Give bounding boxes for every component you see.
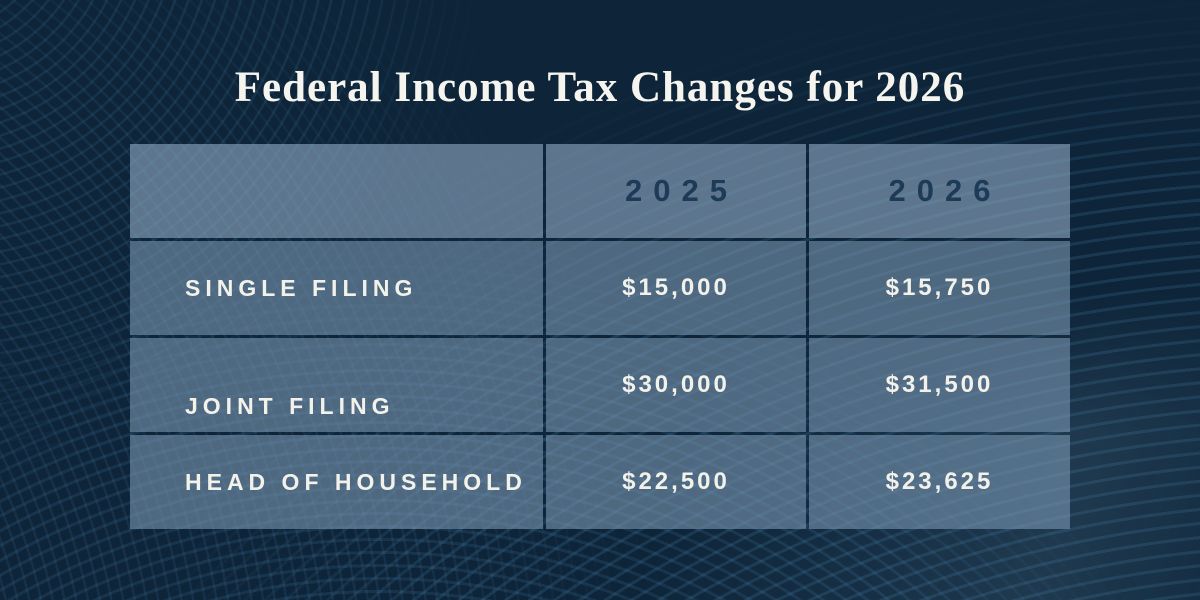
column-header-label: 2026: [888, 173, 1002, 208]
cell-joint-filing-2025: $30,000: [546, 338, 806, 432]
row-label-head-of-household: HEAD OF HOUSEHOLD: [130, 435, 543, 529]
cell-head-of-household-2026: $23,625: [809, 435, 1070, 529]
cell-value-text: $22,500: [622, 468, 730, 495]
cell-value-text: $15,000: [622, 274, 730, 301]
header-cell-empty: [130, 144, 543, 238]
cell-value-text: $31,500: [885, 371, 994, 398]
row-label-text: JOINT FILING: [185, 392, 395, 419]
cell-joint-filing-2026: $31,500: [809, 338, 1070, 432]
header-cell-2026: 2026: [809, 144, 1070, 238]
page-title: Federal Income Tax Changes for 2026: [234, 64, 966, 111]
column-header-label: 2025: [625, 173, 738, 208]
row-label-text: HEAD OF HOUSEHOLD: [185, 468, 527, 495]
cell-single-filing-2025: $15,000: [546, 241, 806, 335]
cell-head-of-household-2025: $22,500: [546, 435, 806, 529]
tax-comparison-table: 2025 2026 SINGLE FILING $15,000 $15,750 …: [130, 144, 1070, 529]
cell-value-text: $30,000: [622, 371, 730, 398]
cell-value-text: $15,750: [885, 274, 994, 301]
row-label-joint-filing: JOINT FILING: [130, 338, 543, 432]
cell-value-text: $23,625: [885, 468, 994, 495]
row-label-text: SINGLE FILING: [185, 274, 418, 301]
row-label-single-filing: SINGLE FILING: [130, 241, 543, 335]
header-cell-2025: 2025: [546, 144, 806, 238]
cell-single-filing-2026: $15,750: [809, 241, 1070, 335]
